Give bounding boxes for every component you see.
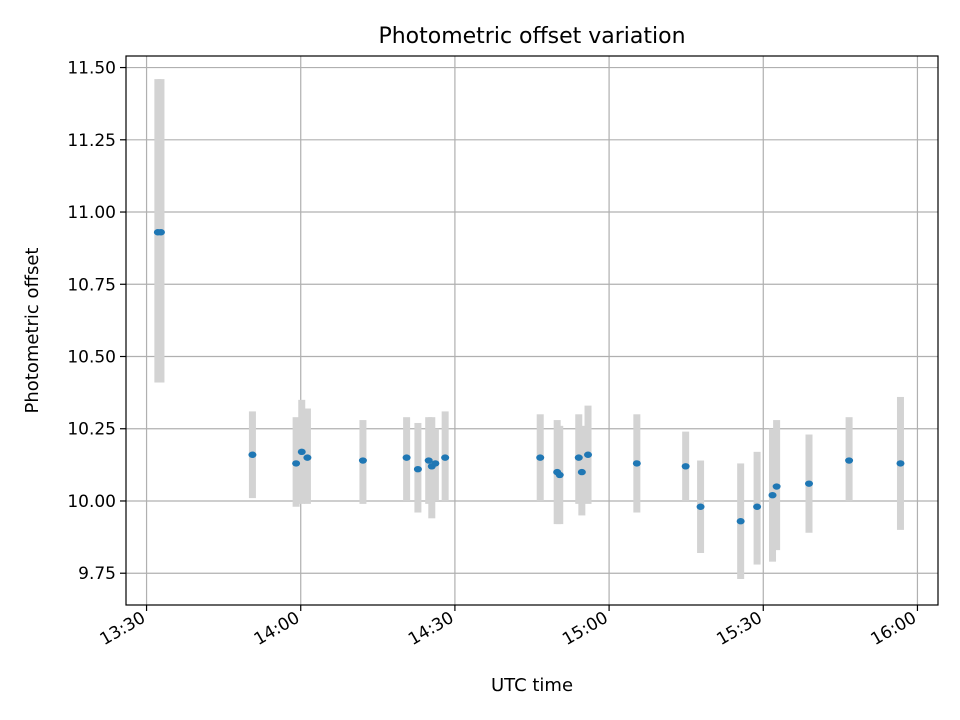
data-point-layer (153, 229, 905, 525)
y-tick-label: 11.50 (67, 59, 116, 79)
data-point (292, 460, 301, 467)
data-point (441, 454, 450, 461)
data-point (584, 451, 593, 458)
data-point (805, 480, 814, 487)
data-point (753, 503, 762, 510)
data-point (156, 229, 165, 236)
plot-frame (125, 55, 939, 606)
x-axis-label: UTC time (491, 675, 573, 696)
y-tick-label: 11.25 (67, 131, 116, 151)
chart-title: Photometric offset variation (378, 24, 685, 49)
data-point (681, 463, 690, 470)
data-point (896, 460, 905, 467)
data-point (845, 457, 854, 464)
data-point (768, 492, 777, 499)
data-point (736, 518, 745, 525)
data-point (431, 460, 440, 467)
data-point (413, 465, 422, 473)
y-tick-label: 10.50 (67, 348, 116, 368)
data-point (402, 454, 411, 461)
grid-layer (126, 56, 938, 605)
y-tick-label: 10.00 (67, 492, 116, 512)
y-tick-label: 10.75 (67, 275, 116, 295)
y-tick-label: 9.75 (78, 564, 116, 584)
data-point (358, 457, 367, 464)
data-point (632, 460, 641, 467)
data-point (248, 451, 257, 458)
data-point (696, 503, 705, 510)
data-point (303, 454, 312, 461)
data-point (555, 471, 564, 479)
data-point (424, 457, 433, 464)
data-point (536, 454, 545, 461)
y-tick-label: 11.00 (67, 203, 116, 223)
data-point (772, 483, 781, 490)
y-tick-label: 10.25 (67, 420, 116, 440)
data-point (577, 468, 586, 476)
data-point (574, 454, 583, 461)
data-point (297, 448, 306, 456)
y-axis-label: Photometric offset (22, 248, 43, 414)
